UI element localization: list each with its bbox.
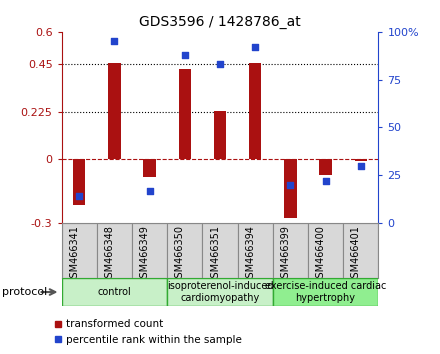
Text: GSM466349: GSM466349 xyxy=(139,225,150,284)
Point xyxy=(181,52,188,58)
Bar xyxy=(249,63,261,159)
Bar xyxy=(167,279,273,306)
Bar xyxy=(238,223,273,278)
Bar xyxy=(97,223,132,278)
Bar xyxy=(167,223,202,278)
Bar xyxy=(273,279,378,306)
Title: GDS3596 / 1428786_at: GDS3596 / 1428786_at xyxy=(139,16,301,29)
Bar xyxy=(214,111,226,159)
Bar xyxy=(202,223,238,278)
Text: GSM466399: GSM466399 xyxy=(280,225,290,284)
Legend: transformed count, percentile rank within the sample: transformed count, percentile rank withi… xyxy=(49,315,246,349)
Text: exercise-induced cardiac
hypertrophy: exercise-induced cardiac hypertrophy xyxy=(265,281,386,303)
Point xyxy=(287,182,294,188)
Point xyxy=(357,163,364,169)
Bar xyxy=(108,63,121,159)
Bar xyxy=(62,279,167,306)
Bar xyxy=(143,159,156,177)
Text: isoproterenol-induced
cardiomyopathy: isoproterenol-induced cardiomyopathy xyxy=(167,281,273,303)
Text: control: control xyxy=(98,287,131,297)
Bar xyxy=(62,223,97,278)
Bar xyxy=(319,159,332,175)
Point xyxy=(111,39,118,44)
Text: GSM466350: GSM466350 xyxy=(175,225,185,284)
Text: GSM466400: GSM466400 xyxy=(315,225,326,284)
Text: GSM466348: GSM466348 xyxy=(104,225,114,284)
Text: GSM466351: GSM466351 xyxy=(210,225,220,284)
Point xyxy=(252,44,259,50)
Point xyxy=(146,188,153,193)
Point xyxy=(216,62,224,67)
Text: GSM466341: GSM466341 xyxy=(69,225,79,284)
Text: GSM466394: GSM466394 xyxy=(245,225,255,284)
Text: protocol: protocol xyxy=(2,287,48,297)
Bar xyxy=(179,69,191,159)
Bar xyxy=(284,159,297,218)
Bar xyxy=(273,223,308,278)
Text: GSM466401: GSM466401 xyxy=(351,225,361,284)
Bar xyxy=(355,159,367,161)
Point xyxy=(322,178,329,184)
Bar xyxy=(308,223,343,278)
Bar xyxy=(343,223,378,278)
Bar xyxy=(73,159,85,205)
Bar xyxy=(132,223,167,278)
Point xyxy=(76,193,83,199)
